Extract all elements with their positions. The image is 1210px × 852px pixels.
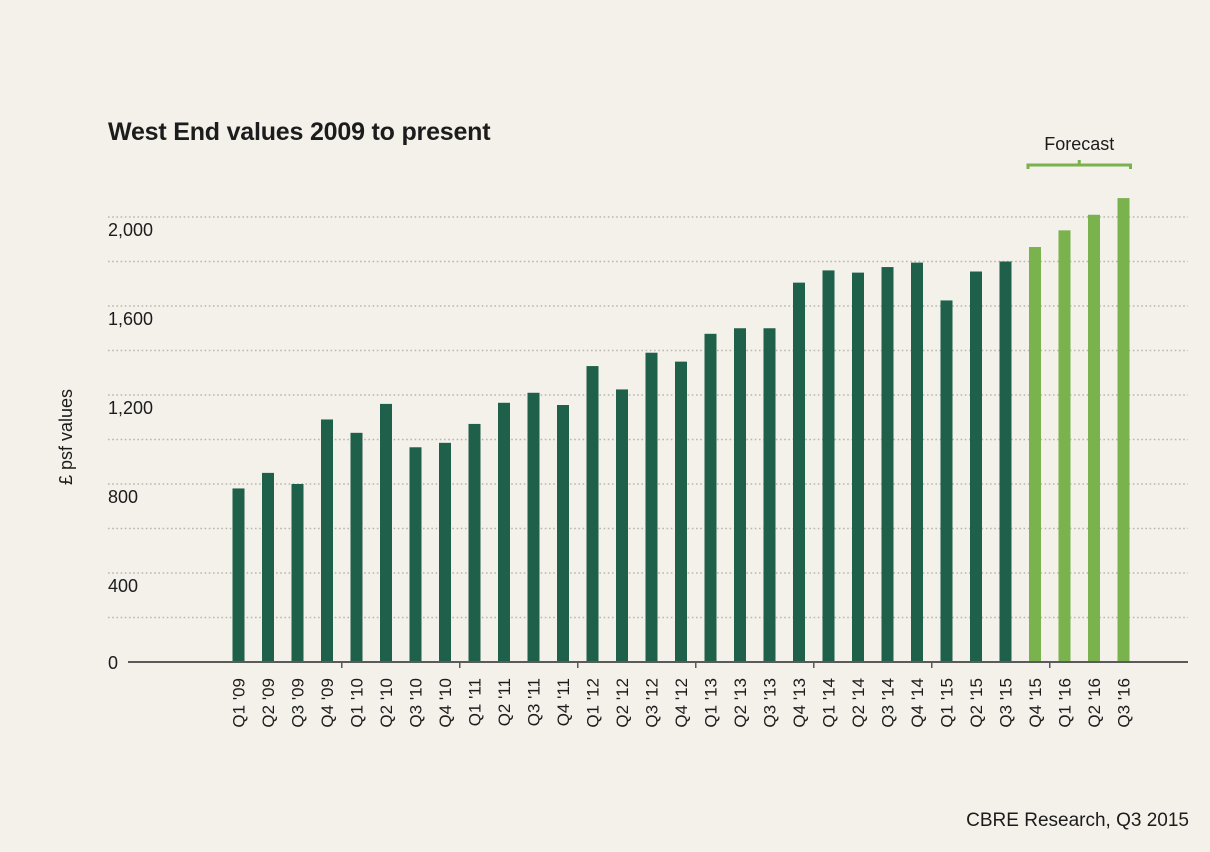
bar xyxy=(291,484,304,662)
bar xyxy=(498,402,510,662)
y-tick-label: 1,600 xyxy=(108,309,153,329)
forecast-bracket-line xyxy=(1026,160,1132,169)
bar xyxy=(557,405,569,662)
bar xyxy=(586,366,599,662)
y-tick-label: 400 xyxy=(108,576,138,596)
chart-title: West End values 2009 to present xyxy=(108,118,491,146)
x-tick-label: Q3 '16 xyxy=(1115,678,1134,728)
x-tick-label: Q1 '16 xyxy=(1056,678,1075,728)
bar xyxy=(881,267,894,662)
y-tick-label: 1,200 xyxy=(108,398,153,418)
bar xyxy=(911,262,923,662)
x-tick-label: Q2 '10 xyxy=(377,678,396,728)
x-tick-label: Q4 '12 xyxy=(672,678,691,728)
bar xyxy=(409,447,422,662)
bar xyxy=(321,419,333,662)
bar xyxy=(350,432,363,662)
x-tick-label: Q1 '09 xyxy=(230,678,249,728)
bar xyxy=(527,392,540,662)
x-tick-label: Q2 '12 xyxy=(613,678,632,728)
x-tick-label: Q4 '15 xyxy=(1026,678,1045,728)
y-tick-label: 2,000 xyxy=(108,220,153,240)
forecast-bracket: Forecast xyxy=(1026,134,1132,169)
forecast-bar xyxy=(1088,214,1100,662)
x-axis-tick-labels: Q1 '09 Q2 '09 Q3 '09 Q4 '09 Q1 '10 Q2 '10 Q3 '… xyxy=(230,678,1134,728)
x-tick-label: Q4 '14 xyxy=(908,678,927,728)
bar xyxy=(822,270,835,662)
bar xyxy=(439,442,451,662)
bar xyxy=(262,472,274,662)
x-tick-label: Q3 '12 xyxy=(643,678,662,728)
x-tick-label: Q2 '13 xyxy=(731,678,750,728)
x-tick-label: Q3 '15 xyxy=(997,678,1016,728)
y-axis-label: £ psf values xyxy=(56,389,76,485)
x-tick-label: Q3 '09 xyxy=(289,678,308,728)
x-tick-label: Q3 '10 xyxy=(407,678,426,728)
y-axis-tick-labels: 0 400 800 1,200 1,600 2,000 xyxy=(108,220,153,673)
y-tick-label: 0 xyxy=(108,653,118,673)
bar xyxy=(793,282,805,662)
x-tick-label: Q2 '14 xyxy=(849,678,868,728)
x-tick-label: Q4 '09 xyxy=(318,678,337,728)
bar xyxy=(380,403,392,662)
x-tick-label: Q1 '13 xyxy=(702,678,721,728)
source-note: CBRE Research, Q3 2015 xyxy=(966,810,1189,831)
x-tick-label: Q3 '13 xyxy=(761,678,780,728)
bar xyxy=(940,300,953,662)
x-axis-ticks xyxy=(341,662,1051,668)
x-tick-label: Q1 '12 xyxy=(584,678,603,728)
forecast-bar xyxy=(1058,230,1071,662)
forecast-bar xyxy=(1117,198,1130,662)
bars xyxy=(232,198,1130,662)
x-tick-label: Q1 '15 xyxy=(938,678,957,728)
forecast-label: Forecast xyxy=(1044,134,1114,154)
x-tick-label: Q4 '10 xyxy=(436,678,455,728)
bar xyxy=(616,389,628,662)
x-tick-label: Q1 '11 xyxy=(466,678,485,726)
bar xyxy=(734,328,746,662)
x-tick-label: Q4 '13 xyxy=(790,678,809,728)
x-tick-label: Q3 '14 xyxy=(879,678,898,728)
bar xyxy=(468,423,481,662)
bar xyxy=(763,328,776,662)
x-tick-label: Q3 '11 xyxy=(525,678,544,726)
bar xyxy=(970,271,982,662)
x-tick-label: Q2 '16 xyxy=(1085,678,1104,728)
x-tick-label: Q2 '09 xyxy=(259,678,278,728)
x-tick-label: Q2 '15 xyxy=(967,678,986,728)
bar xyxy=(704,333,717,662)
x-tick-label: Q1 '10 xyxy=(348,678,367,728)
bar xyxy=(999,261,1012,662)
bar xyxy=(232,488,245,662)
bar xyxy=(852,272,864,662)
bar xyxy=(675,361,687,662)
x-tick-label: Q4 '11 xyxy=(554,678,573,726)
x-tick-label: Q2 '11 xyxy=(495,678,514,726)
forecast-bar xyxy=(1029,247,1041,662)
x-tick-label: Q1 '14 xyxy=(820,678,839,728)
y-tick-label: 800 xyxy=(108,487,138,507)
bar xyxy=(645,352,658,662)
